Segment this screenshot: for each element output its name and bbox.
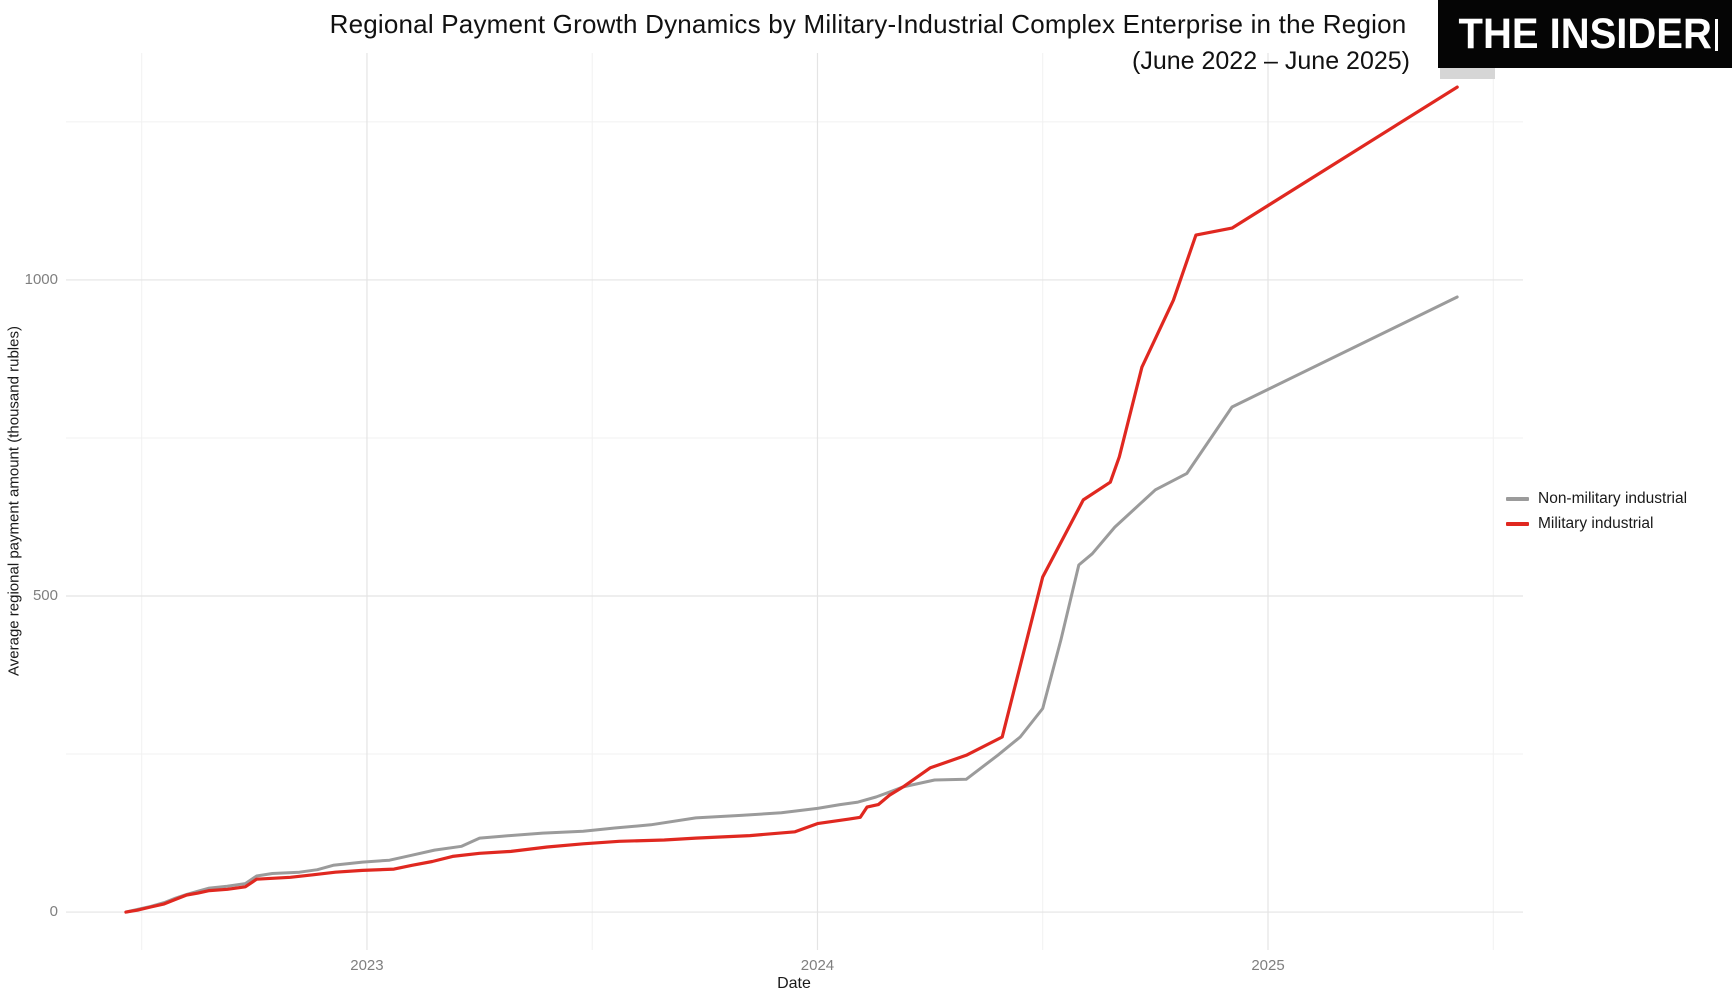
the-insider-logo: THE INSIDER	[1438, 0, 1732, 68]
x-tick-label: 2025	[1251, 957, 1285, 974]
legend-swatch-gray-line	[1506, 496, 1529, 501]
logo-shadow-artifact	[1440, 68, 1495, 79]
y-axis-title: Average regional payment amount (thousan…	[5, 326, 23, 676]
legend-item-non-military: Non-military industrial	[1506, 486, 1687, 511]
legend-item-military: Military industrial	[1506, 511, 1687, 536]
legend-label: Military industrial	[1538, 514, 1654, 532]
x-tick-label: 2023	[350, 957, 384, 974]
series-line-non-military-industrial	[124, 295, 1459, 914]
x-axis-title: Date	[777, 975, 811, 992]
y-tick-label: 0	[49, 903, 58, 921]
chart-title: Regional Payment Growth Dynamics by Mili…	[329, 9, 1407, 39]
legend: Non-military industrial Military industr…	[1506, 486, 1687, 536]
legend-label: Non-military industrial	[1538, 489, 1688, 507]
chart-subtitle: (June 2022 – June 2025)	[1132, 47, 1410, 75]
series-line-military-industrial	[124, 85, 1459, 914]
legend-swatch-red-line	[1506, 521, 1529, 526]
x-tick-label: 2024	[800, 957, 835, 974]
y-tick-label: 500	[32, 587, 58, 604]
logo-cursor-bar	[1715, 19, 1718, 51]
logo-text: THE INSIDER	[1458, 9, 1712, 58]
y-tick-label: 1000	[24, 270, 58, 288]
